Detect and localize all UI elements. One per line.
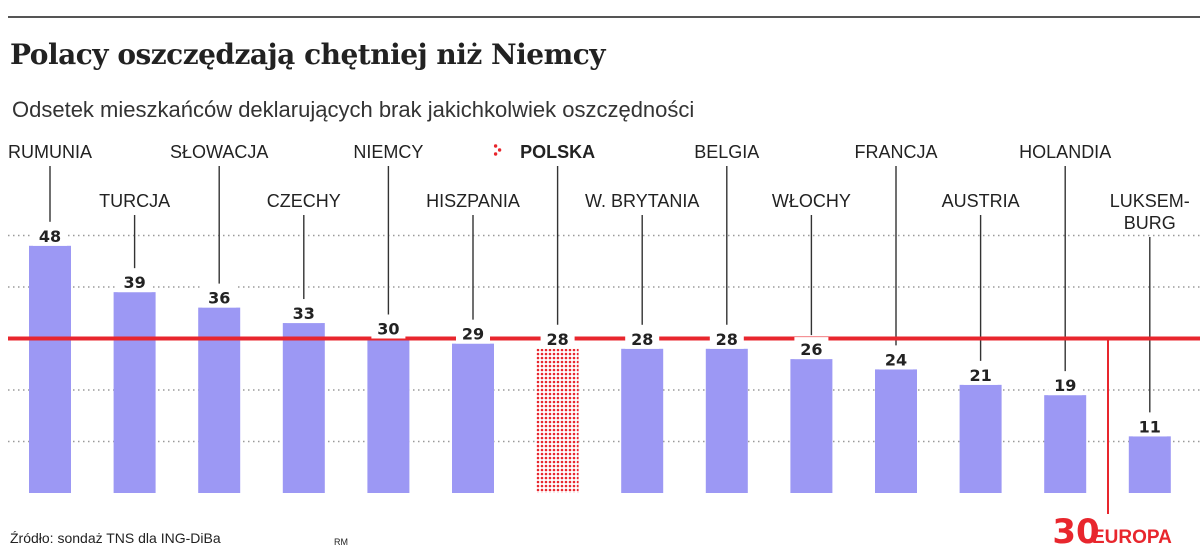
bar <box>875 369 917 493</box>
value-label-bg <box>1132 414 1167 437</box>
value-label: 33 <box>293 304 315 323</box>
bar <box>1128 436 1171 493</box>
category-label: NIEMCY <box>353 142 423 162</box>
bar <box>367 338 410 493</box>
chart-title: Polacy oszczędzają chętniej niż Niemcy <box>10 38 606 71</box>
bar <box>452 343 494 493</box>
value-label: 30 <box>377 320 399 339</box>
value-label-bg <box>794 337 829 360</box>
value-label: 36 <box>208 289 230 308</box>
bar <box>198 307 241 493</box>
value-label: 29 <box>462 325 484 344</box>
bar <box>705 348 748 493</box>
category-label: W. BRYTANIA <box>585 191 699 211</box>
category-label: LUKSEM-BURG <box>1110 191 1190 233</box>
reference-label: EUROPA <box>1092 527 1172 548</box>
bar <box>959 384 1002 493</box>
value-label: 21 <box>969 366 991 385</box>
value-label-bg <box>33 223 67 246</box>
source-note: Źródło: sondaż TNS dla ING-DiBa <box>10 530 221 546</box>
bar <box>536 348 579 493</box>
value-label: 28 <box>546 330 568 349</box>
value-label-bg <box>879 347 913 370</box>
value-label: 19 <box>1054 376 1076 395</box>
value-label: 11 <box>1139 417 1161 436</box>
category-label: TURCJA <box>99 191 170 211</box>
bar <box>621 348 664 493</box>
category-label: CZECHY <box>267 191 341 211</box>
category-label: POLSKA <box>520 142 595 162</box>
value-label: 24 <box>885 350 907 369</box>
author-initials: RM <box>334 537 348 547</box>
value-label: 28 <box>716 330 738 349</box>
category-label: FRANCJA <box>854 142 937 162</box>
category-label: HOLANDIA <box>1019 142 1111 162</box>
value-label-bg <box>117 270 152 293</box>
value-label: 28 <box>631 330 653 349</box>
bar <box>113 292 156 493</box>
reference-value: 30 <box>1052 512 1099 552</box>
value-label-bg <box>540 326 575 349</box>
value-label-bg <box>709 326 744 349</box>
value-label-bg <box>1048 373 1083 396</box>
value-label-bg <box>286 301 321 324</box>
highlight-dot <box>493 144 498 148</box>
bar <box>1044 395 1087 493</box>
value-label-bg <box>371 316 406 339</box>
chart-subtitle: Odsetek mieszkańców deklarujących brak j… <box>12 97 695 122</box>
category-label: BELGIA <box>694 142 759 162</box>
category-label: SŁOWACJA <box>170 142 268 162</box>
category-label: HISZPANIA <box>426 191 520 211</box>
value-label-bg <box>963 362 998 385</box>
category-label: RUMUNIA <box>8 142 92 162</box>
value-label: 26 <box>800 340 822 359</box>
value-label-bg <box>625 326 660 349</box>
top-rule <box>8 16 1200 18</box>
highlight-dot <box>497 148 502 152</box>
bar <box>790 359 833 493</box>
value-label-bg <box>456 321 490 344</box>
value-label: 48 <box>39 227 61 246</box>
value-label-bg <box>202 285 237 308</box>
category-label: AUSTRIA <box>942 191 1020 211</box>
category-label: WŁOCHY <box>772 191 851 211</box>
bar <box>29 245 71 493</box>
bar <box>282 323 325 493</box>
highlight-dot <box>493 152 498 156</box>
value-label: 39 <box>123 273 145 292</box>
